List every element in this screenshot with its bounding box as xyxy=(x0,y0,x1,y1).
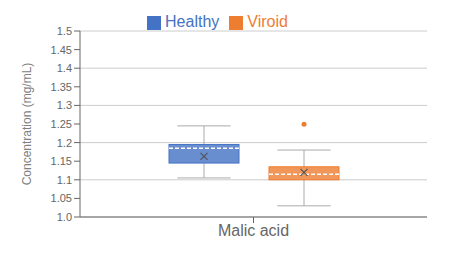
html-text:Healthy: Healthy xyxy=(165,13,220,30)
svg-text:1.5: 1.5 xyxy=(57,25,72,37)
svg-text:1.15: 1.15 xyxy=(51,155,72,167)
svg-text:Concentration (mg/mL): Concentration (mg/mL) xyxy=(20,63,34,186)
svg-text:1.4: 1.4 xyxy=(57,62,72,74)
svg-text:1.2: 1.2 xyxy=(57,137,72,149)
html-text:Viroid: Viroid xyxy=(247,13,288,30)
svg-text:1.45: 1.45 xyxy=(51,44,72,56)
svg-text:1.1: 1.1 xyxy=(57,174,72,186)
svg-text:1.35: 1.35 xyxy=(51,81,72,93)
svg-text:1.25: 1.25 xyxy=(51,118,72,130)
svg-text:Malic acid: Malic acid xyxy=(218,222,289,239)
svg-text:1.3: 1.3 xyxy=(57,99,72,111)
svg-text:1.05: 1.05 xyxy=(51,192,72,204)
svg-text:1.0: 1.0 xyxy=(57,211,72,223)
